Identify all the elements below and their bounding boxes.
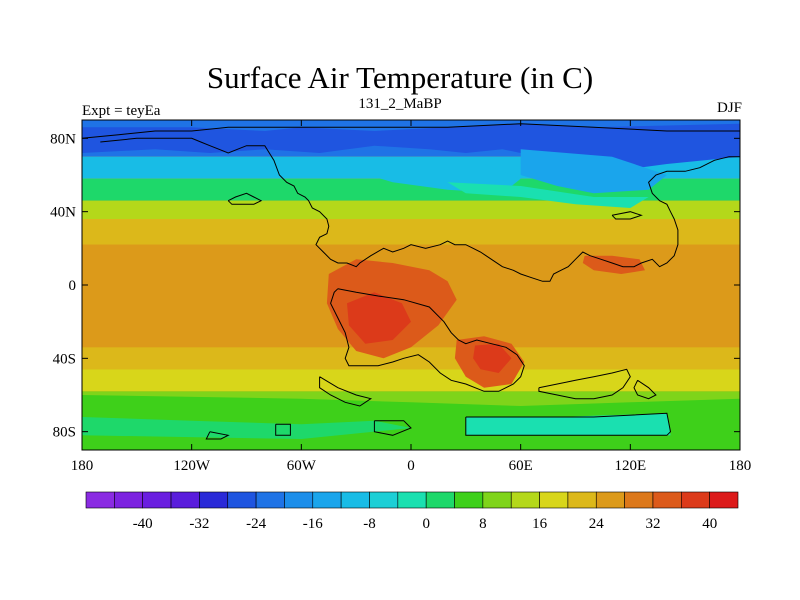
lat-tick-label: 40N — [50, 205, 76, 221]
colorbar-swatch — [85, 491, 115, 509]
colorbar-swatch — [340, 491, 370, 509]
colorbar-label: -40 — [133, 516, 153, 532]
temperature-band — [82, 219, 740, 245]
lat-tick-label: 0 — [69, 278, 77, 294]
temperature-region — [447, 182, 649, 208]
temperature-field — [82, 120, 740, 450]
coastline — [205, 431, 230, 440]
coastline — [633, 379, 657, 400]
lon-tick-label: 180 — [729, 458, 752, 474]
colorbar-label: 0 — [422, 516, 430, 532]
colorbar-label: 40 — [702, 516, 717, 532]
colorbar-swatch — [482, 491, 512, 509]
coastline — [275, 423, 291, 436]
temperature-band — [82, 200, 740, 219]
latitude-axis: 80N 40N 0 40S 80S — [50, 131, 740, 441]
lon-tick-label: 60E — [509, 458, 533, 474]
colorbar-swatch — [284, 491, 314, 509]
temperature-region — [465, 413, 671, 436]
colorbar-label: -24 — [246, 516, 266, 532]
lat-tick-label: 80N — [50, 131, 76, 147]
lon-tick-label: 180 — [71, 458, 94, 474]
temperature-region — [582, 255, 645, 274]
coastline — [82, 123, 740, 139]
temperature-band — [82, 347, 740, 370]
colorbar-swatch — [142, 491, 172, 509]
colorbar-label: 8 — [479, 516, 487, 532]
colorbar-swatch — [199, 491, 229, 509]
temperature-region — [82, 417, 411, 439]
colorbar-swatch — [425, 491, 455, 509]
temperature-region — [473, 343, 512, 373]
lon-tick-label: 60W — [287, 458, 317, 474]
colorbar-swatch — [369, 491, 399, 509]
colorbar-swatch — [539, 491, 569, 509]
colorbar: -40 -32 -24 -16 -8 0 8 16 24 32 40 — [85, 491, 739, 532]
colorbar-label: 24 — [589, 516, 605, 532]
lat-tick-label: 80S — [53, 425, 76, 441]
colorbar-label: -32 — [189, 516, 209, 532]
coastline — [538, 368, 631, 400]
colorbar-swatch — [567, 491, 597, 509]
colorbar-label: -16 — [303, 516, 323, 532]
colorbar-swatch — [624, 491, 654, 509]
coastline — [319, 376, 373, 407]
colorbar-swatch — [454, 491, 484, 509]
coastline — [373, 420, 412, 436]
coastline — [100, 137, 740, 282]
season-label: DJF — [716, 100, 742, 116]
colorbar-swatch — [709, 491, 739, 509]
lat-tick-label: 40S — [53, 351, 76, 367]
chart-subtitle: 131_2_MaBP — [358, 96, 442, 112]
temperature-band — [82, 369, 740, 392]
colorbar-swatch — [170, 491, 200, 509]
temperature-region — [347, 292, 411, 344]
longitude-axis: 180 120W 60W 0 60E 120E 180 — [71, 120, 752, 474]
colorbar-swatch — [255, 491, 285, 509]
colorbar-swatch — [227, 491, 257, 509]
colorbar-swatch — [652, 491, 682, 509]
colorbar-swatch — [312, 491, 342, 509]
lon-tick-label: 120W — [173, 458, 211, 474]
chart-title: Surface Air Temperature (in C) — [206, 60, 594, 95]
colorbar-swatch — [114, 491, 143, 509]
experiment-label: Expt = teyEa — [82, 103, 161, 119]
colorbar-swatch — [680, 491, 710, 509]
lon-tick-label: 120E — [614, 458, 646, 474]
colorbar-label: 32 — [646, 516, 661, 532]
colorbar-swatch — [397, 491, 427, 509]
coastlines — [82, 123, 740, 440]
coastline — [330, 288, 525, 392]
colorbar-label: 16 — [532, 516, 548, 532]
coastline — [611, 211, 643, 220]
colorbar-label: -8 — [363, 516, 376, 532]
coastline — [227, 192, 263, 205]
lon-tick-label: 0 — [407, 458, 415, 474]
colorbar-swatch — [595, 491, 625, 509]
coastline — [465, 412, 672, 436]
temperature-region — [520, 149, 667, 194]
colorbar-swatch — [510, 491, 540, 509]
